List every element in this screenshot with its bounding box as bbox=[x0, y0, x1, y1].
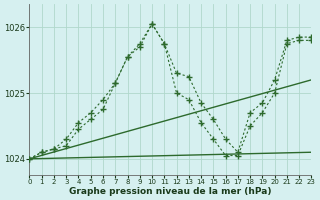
X-axis label: Graphe pression niveau de la mer (hPa): Graphe pression niveau de la mer (hPa) bbox=[69, 187, 272, 196]
